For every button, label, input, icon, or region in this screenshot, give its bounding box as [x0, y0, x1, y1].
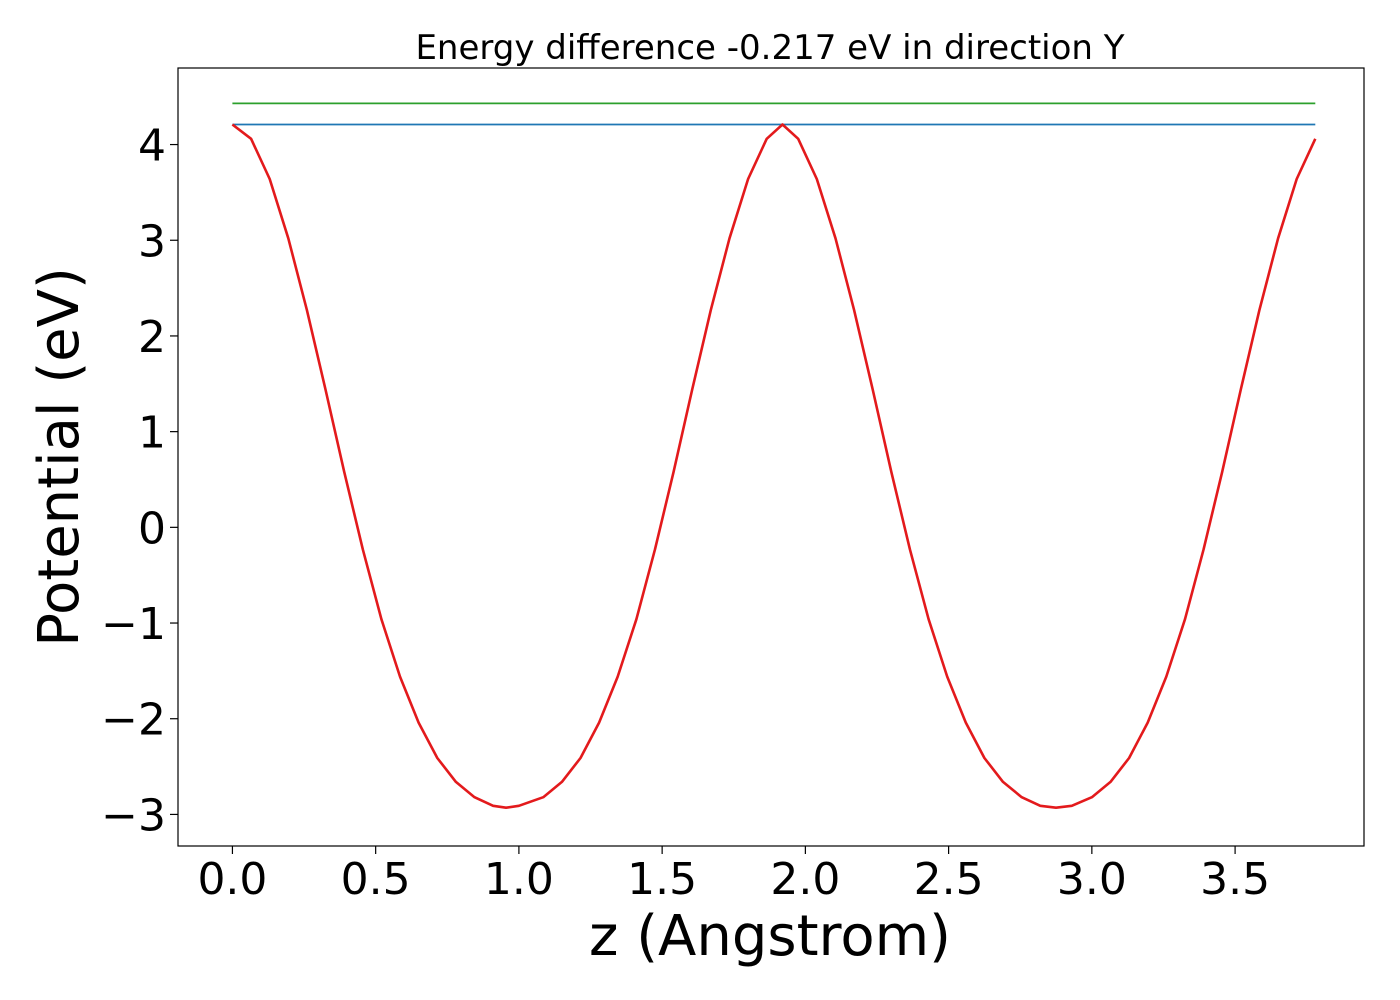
plot-lines [231, 102, 1317, 810]
x-axis-ticks: 0.0 0.5 1.0 1.5 2.0 2.5 3.0 3.5 [197, 846, 1270, 905]
y-tick-label: 0 [138, 503, 166, 554]
x-tick-label: 3.0 [1057, 854, 1127, 905]
x-tick-label: 2.0 [770, 854, 840, 905]
x-tick-label: 1.5 [627, 854, 697, 905]
x-tick-label: 1.0 [484, 854, 554, 905]
y-tick-label: 2 [138, 312, 166, 363]
plot-frame [177, 67, 1365, 847]
x-tick-label: 0.5 [341, 854, 411, 905]
y-axis-ticks: −3 −2 −1 0 1 2 3 4 [101, 121, 178, 841]
x-tick-label: 2.5 [914, 854, 984, 905]
y-tick-label: 3 [138, 216, 166, 267]
series-line-3 [231, 123, 1317, 810]
y-tick-label: −2 [101, 695, 166, 746]
x-tick-label: 3.5 [1200, 854, 1270, 905]
y-tick-label: −1 [101, 599, 166, 650]
x-tick-label: 0.0 [197, 854, 267, 905]
y-axis-label: Potential (eV) [27, 267, 92, 647]
y-tick-label: 4 [138, 121, 166, 172]
x-axis-label: z (Angstrom) [589, 904, 951, 969]
y-tick-label: −3 [101, 790, 166, 841]
y-tick-label: 1 [138, 408, 166, 459]
chart-title: Energy difference -0.217 eV in direction… [415, 28, 1124, 68]
